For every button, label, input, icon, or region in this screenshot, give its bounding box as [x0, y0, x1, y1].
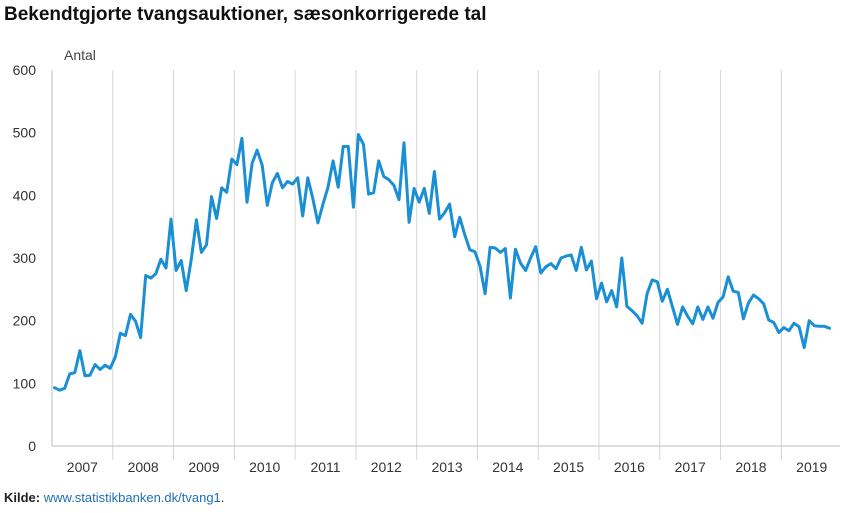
- y-tick-label: 500: [13, 125, 37, 141]
- x-tick-label: 2018: [735, 459, 766, 475]
- source-label: Kilde:: [4, 490, 41, 505]
- y-tick-label: 0: [28, 438, 36, 454]
- y-axis-label: Antal: [64, 47, 96, 63]
- x-tick-label: 2007: [67, 459, 98, 475]
- x-tick-label: 2008: [128, 459, 159, 475]
- y-tick-label: 200: [13, 313, 37, 329]
- source-suffix: .: [220, 490, 225, 505]
- y-tick-label: 600: [13, 62, 37, 78]
- source-link[interactable]: www.statistikbanken.dk/tvang1: [43, 490, 221, 505]
- x-tick-label: 2013: [431, 459, 462, 475]
- x-tick-label: 2014: [492, 459, 523, 475]
- x-tick-label: 2016: [614, 459, 645, 475]
- y-tick-label: 100: [13, 375, 37, 391]
- y-tick-label: 300: [13, 250, 37, 266]
- x-tick-label: 2011: [310, 459, 340, 475]
- x-tick-label: 2017: [675, 459, 706, 475]
- x-tick-label: 2019: [796, 459, 827, 475]
- y-tick-label: 400: [13, 187, 37, 203]
- x-tick-label: 2015: [553, 459, 584, 475]
- x-tick-label: 2012: [371, 459, 402, 475]
- x-tick-label: 2009: [188, 459, 219, 475]
- series-line: [53, 133, 831, 392]
- x-tick-label: 2010: [249, 459, 280, 475]
- chart-title: Bekendtgjorte tvangsauktioner, sæsonkorr…: [4, 4, 487, 25]
- source-note: Kilde: www.statistikbanken.dk/tvang1.: [4, 490, 224, 505]
